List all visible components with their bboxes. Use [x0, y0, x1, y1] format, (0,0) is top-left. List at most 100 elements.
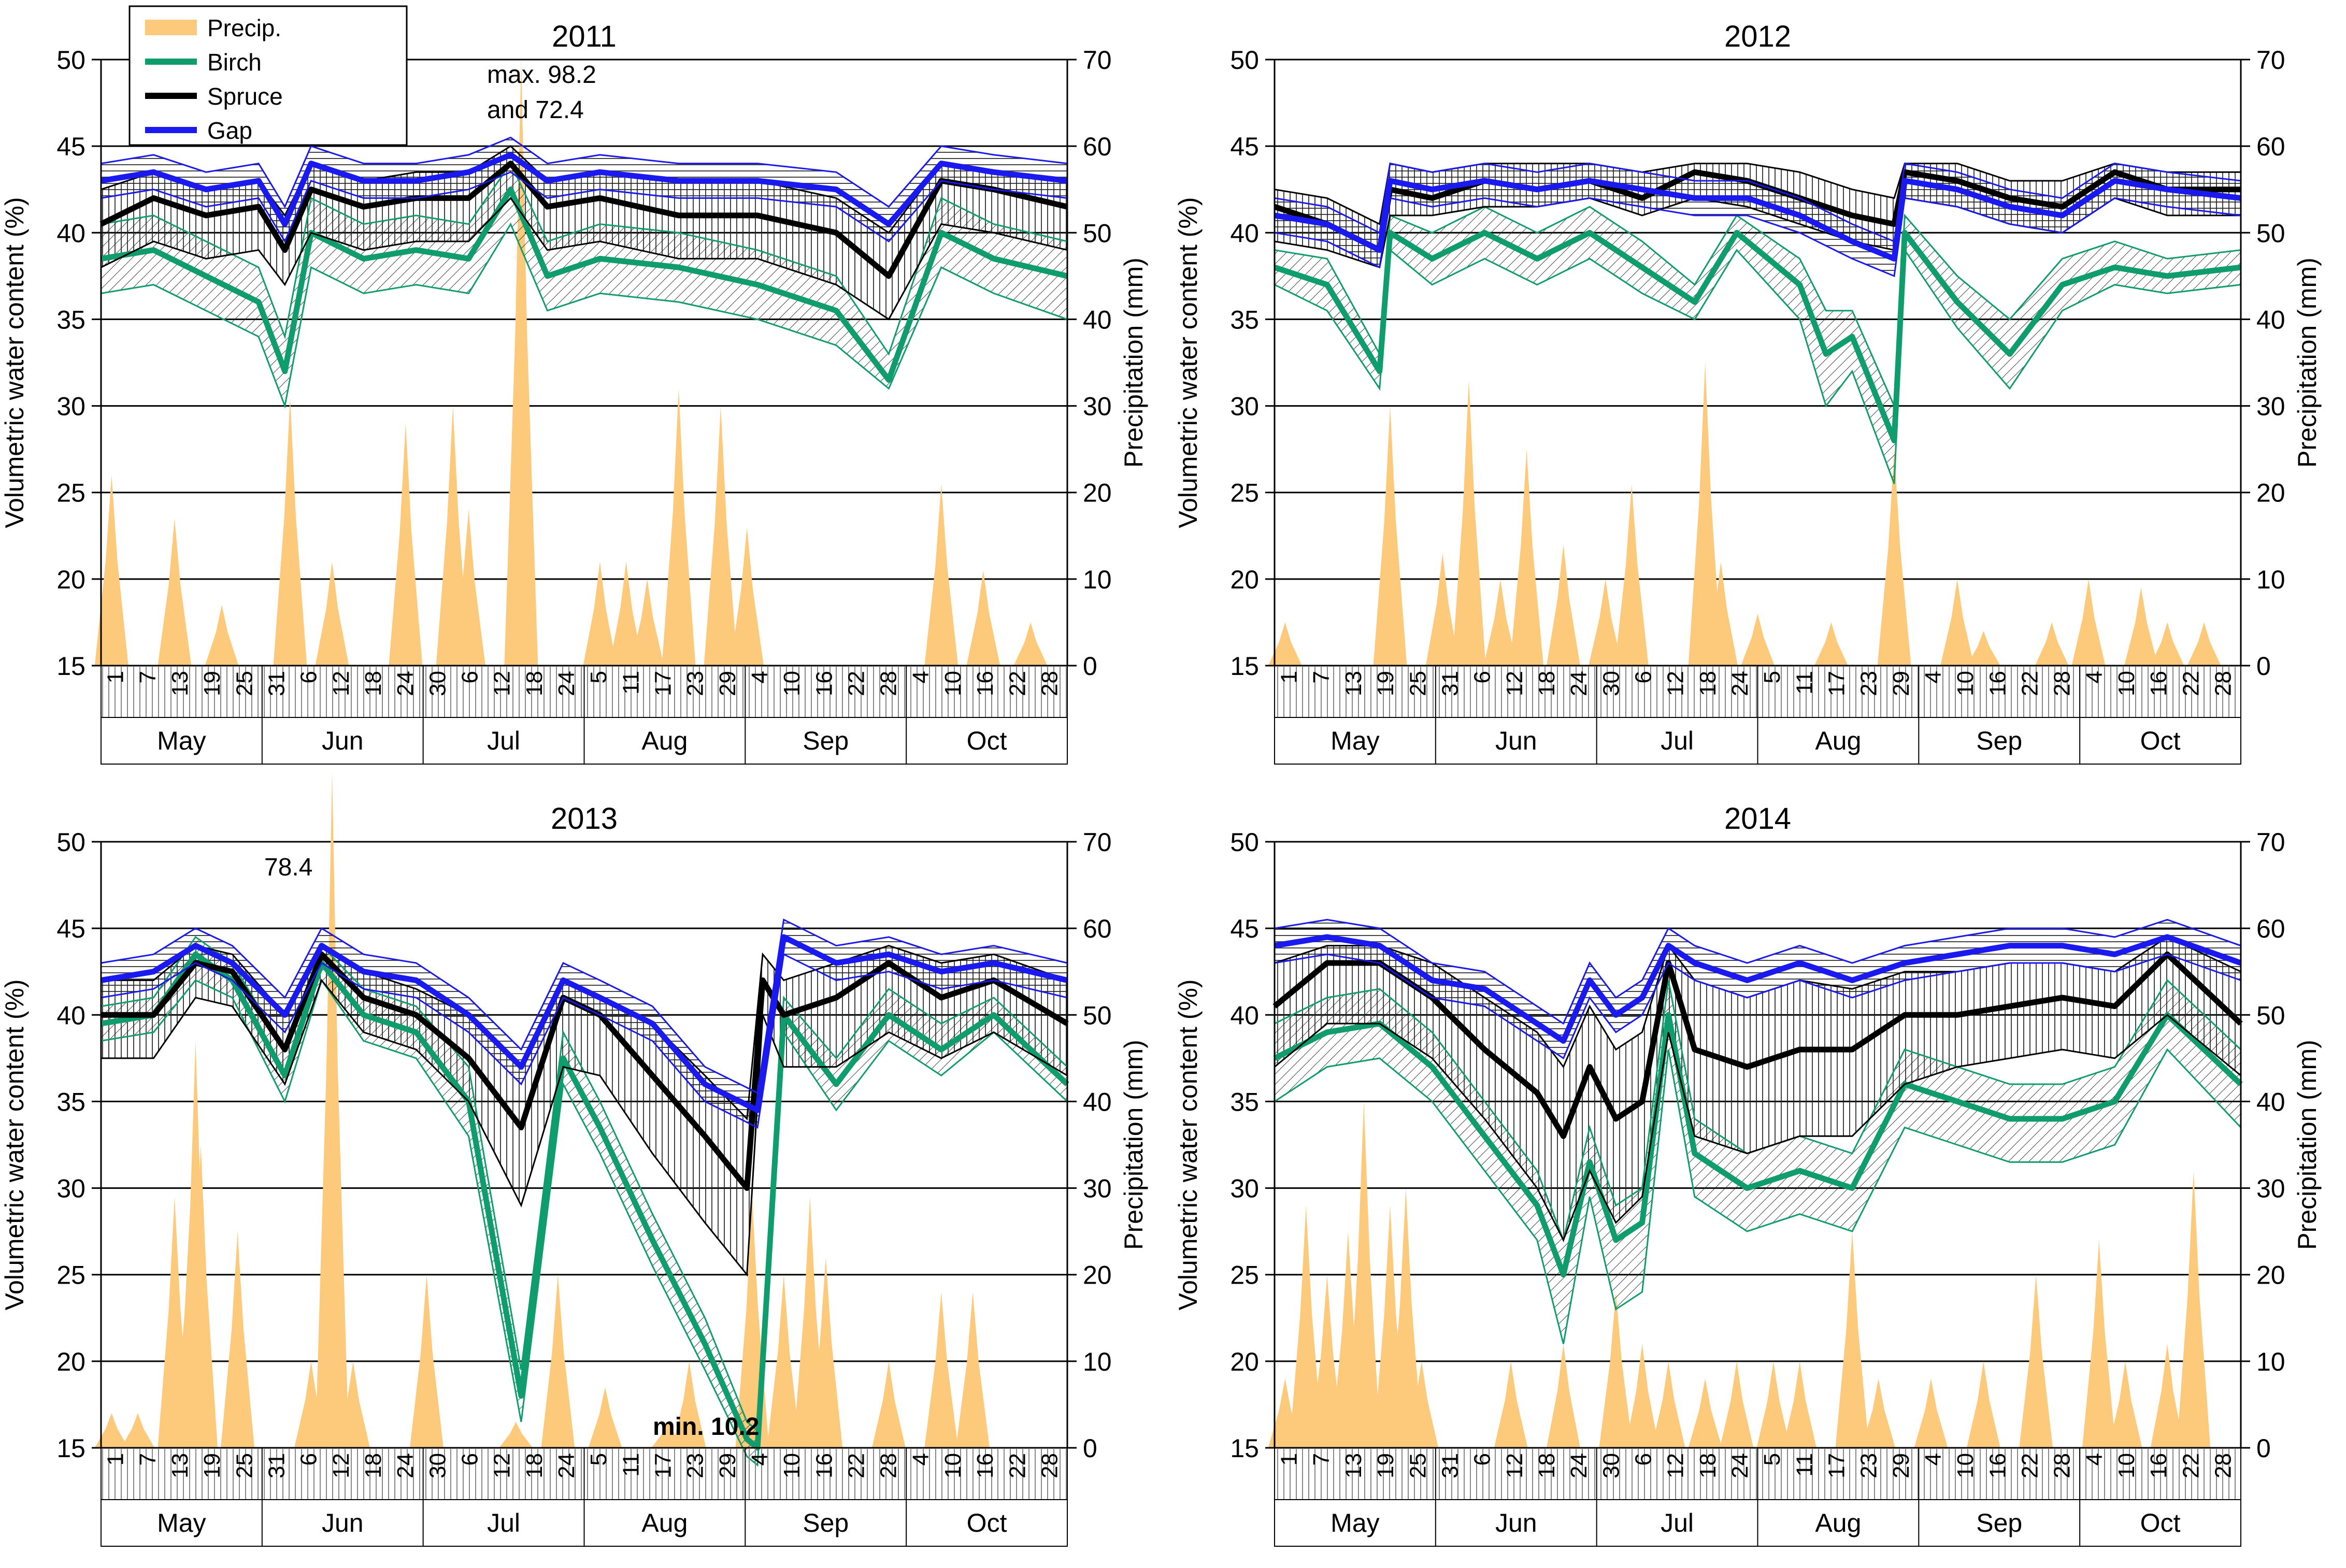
left-tick-label: 20 — [1230, 1347, 1259, 1376]
day-tick-label: 18 — [1534, 1453, 1560, 1478]
plot-area — [1275, 60, 2241, 666]
precip-peak — [1589, 579, 1622, 666]
day-tick-label: 18 — [1534, 671, 1560, 696]
line-spruce-min — [1274, 1014, 2241, 1242]
day-tick-label: 18 — [361, 671, 386, 696]
line-gap-mean — [1274, 934, 2242, 1044]
month-label: Aug — [1815, 726, 1861, 755]
day-tick-label: 12 — [490, 1453, 515, 1478]
day-tick-label: 7 — [1309, 671, 1334, 683]
line-gap-max — [1274, 162, 2241, 243]
annotation-min: min. 10.2 — [653, 1413, 759, 1441]
day-tick-label: 29 — [715, 671, 740, 696]
month-label: Sep — [1976, 726, 2022, 755]
precip-peak — [2035, 622, 2069, 666]
precip-peak — [704, 406, 738, 666]
day-tick-label: 17 — [651, 671, 676, 696]
day-tick-label: 30 — [425, 1453, 450, 1478]
month-label: Aug — [641, 726, 688, 755]
day-tick-label: 6 — [1470, 671, 1495, 683]
precip-peak — [2108, 1361, 2142, 1448]
precip-peak — [662, 389, 696, 666]
day-tick-label: 10 — [779, 671, 805, 696]
left-tick-label: 15 — [56, 1434, 85, 1463]
day-tick-label: 25 — [1405, 1453, 1431, 1478]
line-gap-max — [101, 918, 1068, 1094]
precip-peak — [221, 1231, 254, 1448]
left-tick-label: 30 — [1230, 1174, 1259, 1203]
day-tick-label: 4 — [747, 671, 773, 683]
precip-series — [1268, 363, 2221, 666]
day-tick-label: 22 — [1005, 1453, 1030, 1478]
precip-peak — [452, 510, 485, 666]
left-tick-label: 35 — [56, 305, 85, 334]
precip-peak — [630, 579, 664, 666]
y-axis-label-right: Precipitation (mm) — [2293, 257, 2322, 468]
left-tick-label: 50 — [56, 828, 85, 857]
precip-peak — [966, 570, 1000, 666]
precip-peak — [2187, 622, 2221, 666]
left-tick-label: 15 — [56, 652, 85, 681]
precip-peak — [1625, 1344, 1659, 1448]
band-gap — [101, 919, 1067, 1128]
right-tick-label: 50 — [2256, 1001, 2285, 1030]
day-tick-label: 28 — [2211, 1453, 2236, 1478]
day-tick-label: 6 — [296, 1453, 322, 1465]
band-spruce — [101, 945, 1067, 1275]
day-tick-label: 24 — [554, 1453, 579, 1478]
month-label: May — [1331, 726, 1379, 755]
day-tick-label: 4 — [908, 671, 934, 683]
right-tick-label: 60 — [2256, 132, 2285, 161]
left-tick-label: 40 — [56, 219, 85, 248]
day-tick-label: 28 — [2050, 671, 2075, 696]
band-spruce — [1275, 937, 2241, 1240]
precip-peak — [1688, 1378, 1722, 1448]
precip-peak — [1452, 380, 1486, 666]
precip-peak — [1756, 1361, 1791, 1448]
right-tick-label: 20 — [1083, 1261, 1112, 1290]
line-gap-min — [1274, 197, 2241, 278]
right-tick-label: 40 — [2256, 305, 2285, 334]
day-tick-label: 7 — [135, 1453, 161, 1465]
legend-label: Spruce — [207, 83, 283, 110]
left-tick-label: 25 — [1230, 1261, 1259, 1290]
month-label: Jul — [487, 726, 520, 755]
day-tick-label: 10 — [2114, 671, 2139, 696]
right-tick-label: 10 — [2256, 565, 2285, 594]
chart-title: 2013 — [551, 802, 618, 836]
line-birch-min — [1274, 248, 2241, 484]
month-label: May — [157, 1508, 206, 1537]
right-tick-label: 70 — [2256, 46, 2285, 75]
left-tick-label: 25 — [1230, 479, 1259, 508]
day-tick-label: 13 — [1341, 1453, 1366, 1478]
day-tick-label: 11 — [618, 671, 643, 695]
annotation-max: max. 98.2 — [487, 61, 596, 89]
precip-peak — [94, 475, 128, 666]
y-axis-label-right: Precipitation (mm) — [2293, 1040, 2322, 1250]
precip-peak — [1914, 1378, 1948, 1448]
day-tick-label: 13 — [1341, 671, 1366, 696]
y-axis-label-left: Volumetric water content (%) — [0, 979, 29, 1310]
line-gap-min — [1274, 953, 2241, 1060]
day-tick-label: 22 — [844, 1453, 869, 1478]
right-tick-label: 0 — [1083, 1434, 1097, 1463]
left-tick-label: 35 — [1230, 1087, 1259, 1116]
day-tick-label: 19 — [199, 671, 225, 696]
day-tick-label: 13 — [167, 1453, 193, 1478]
precip-peak — [588, 1387, 622, 1448]
precip-peak — [1720, 1361, 1754, 1448]
left-tick-label: 15 — [1230, 652, 1259, 681]
day-tick-label: 23 — [683, 1453, 708, 1478]
band-gap — [1275, 919, 2241, 1058]
precip-peak — [2124, 587, 2158, 666]
day-tick-label: 22 — [844, 671, 869, 696]
day-tick-label: 12 — [328, 671, 354, 696]
left-tick-label: 30 — [56, 1174, 85, 1203]
line-birch-min — [101, 222, 1068, 409]
day-tick-label: 30 — [1598, 1453, 1624, 1478]
day-tick-label: 31 — [264, 1453, 290, 1478]
right-tick-label: 70 — [2256, 828, 2285, 857]
precip-peak — [1614, 484, 1649, 666]
left-tick-label: 40 — [1230, 219, 1259, 248]
